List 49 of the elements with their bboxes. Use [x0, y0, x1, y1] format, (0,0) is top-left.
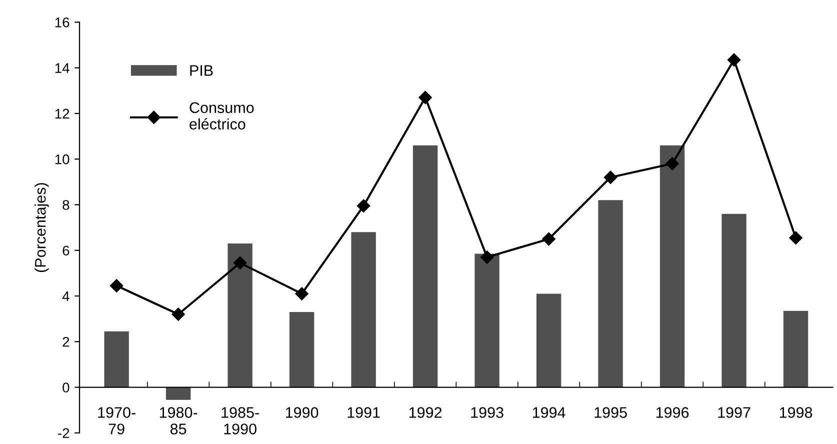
point [480, 250, 494, 264]
y-tick-label: 4 [62, 291, 70, 302]
bar [474, 254, 500, 388]
x-tick-label: 1996 [656, 407, 689, 418]
y-tick-label: 2 [62, 336, 70, 347]
point [418, 90, 432, 104]
y-tick-label: 14 [55, 63, 70, 73]
bar [166, 387, 191, 400]
x-tick-label: 1990 [286, 407, 318, 418]
y-tick-label: 16 [55, 18, 70, 28]
bar [412, 145, 438, 388]
bar [228, 244, 252, 388]
bar [536, 294, 562, 388]
point [542, 232, 556, 246]
point [727, 53, 741, 66]
point [604, 170, 618, 184]
x-tick-label: 1997 [718, 407, 750, 418]
bar [722, 214, 746, 388]
x-tick-label: 1985- 1990 [222, 407, 259, 434]
x-tick-label: 1993 [471, 407, 504, 418]
legend-label: PIB [190, 65, 213, 76]
x-tick-label: 1998 [780, 407, 812, 418]
y-tick-label: 12 [55, 108, 70, 118]
point [666, 157, 679, 170]
point [233, 256, 247, 270]
point [172, 308, 185, 321]
y-axis-title: (Porcentajes) [34, 183, 49, 272]
point [110, 279, 124, 292]
point [295, 287, 308, 300]
x-tick-label: 1970- 79 [98, 407, 136, 434]
bar [598, 200, 623, 388]
x-tick-label: 1980- 85 [160, 407, 198, 434]
point [356, 199, 370, 212]
point [789, 231, 802, 244]
legend-label: Consumo eléctrico [190, 102, 254, 130]
bar [783, 310, 808, 388]
y-tick-label: 6 [62, 246, 70, 256]
x-tick-label: 1992 [409, 407, 442, 418]
y-tick-label: 0 [62, 382, 70, 392]
y-tick-label: 10 [55, 154, 70, 164]
bar [660, 145, 685, 388]
x-tick-label: 1995 [594, 407, 627, 418]
x-tick-label: 1994 [532, 407, 566, 418]
bar [351, 232, 376, 388]
bar [104, 331, 129, 388]
x-tick-label: 1991 [348, 407, 380, 418]
bar [289, 312, 314, 388]
y-tick-label: -2 [58, 428, 70, 438]
y-tick-label: 8 [62, 200, 70, 210]
